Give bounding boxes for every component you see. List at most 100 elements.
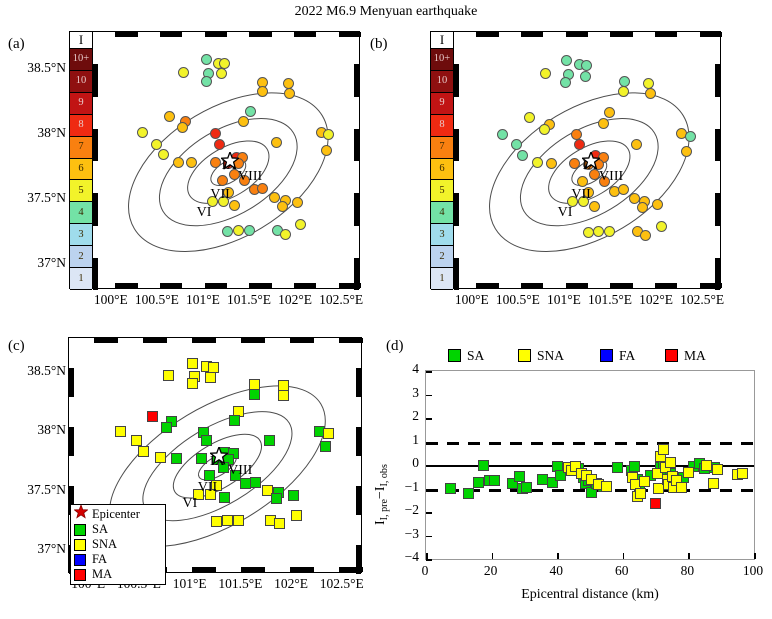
site-marker-circle [244, 105, 256, 117]
lon-tick-3: 101.5°E [588, 292, 633, 307]
frame-tick-bottom [476, 283, 499, 288]
frame-tick-top [115, 32, 138, 37]
d-legend-swatch-fa [600, 349, 613, 362]
site-marker-square [146, 411, 158, 423]
site-marker-square [218, 492, 230, 504]
frame-tick-bottom [191, 567, 216, 572]
colorbar-level-6: 6 [70, 158, 92, 181]
site-marker-circle [279, 228, 291, 240]
site-marker-circle [588, 201, 600, 213]
colorbar-level-3: 3 [70, 224, 92, 247]
site-marker-circle [588, 168, 600, 180]
site-marker-circle [603, 225, 615, 237]
ytick-mark-4 [426, 371, 432, 373]
scatter-point-sna [707, 478, 719, 490]
scatter-point-sna [638, 475, 650, 487]
site-marker-circle [545, 158, 557, 170]
site-marker-square [250, 476, 262, 488]
xtick-label-40: 40 [549, 563, 563, 578]
site-marker-circle [284, 87, 296, 99]
site-marker-circle [651, 198, 663, 210]
frame-tick-bottom [338, 283, 361, 288]
site-marker-circle [209, 156, 221, 168]
lon-tick-4: 102°E [639, 292, 674, 307]
lon-tick-3: 101.5°E [227, 292, 272, 307]
site-marker-circle [603, 107, 615, 119]
frame-tick-bottom [565, 283, 588, 288]
ytick-label-4: 4 [412, 361, 419, 376]
colorbar-level-9: 9 [431, 92, 453, 115]
legend-label-ma: MA [92, 567, 113, 581]
frame-tick-bottom [115, 283, 138, 288]
frame-tick-right [356, 426, 361, 456]
scatter-point-sna [658, 444, 670, 456]
frame-tick-top [476, 32, 499, 37]
frame-tick-left [454, 257, 459, 290]
legend-label-sa: SA [92, 522, 108, 536]
site-marker-circle [645, 87, 657, 99]
frame-tick-top [610, 32, 633, 37]
site-marker-circle [215, 68, 227, 80]
site-marker-circle [218, 57, 230, 69]
scatter-point-sna [676, 481, 688, 493]
site-marker-square [115, 425, 127, 437]
scatter-point-sna [600, 480, 612, 492]
scatter-point-sa [463, 487, 475, 499]
site-marker-circle [496, 129, 508, 141]
d-legend-label-sa: SA [467, 348, 485, 363]
lon-tick-5: 102.5°E [680, 292, 725, 307]
scatter-point-sna [700, 459, 712, 471]
ytick-mark-1 [426, 441, 432, 444]
panel-b-tag: (b) [370, 36, 388, 52]
scatter-point-sna [635, 487, 647, 499]
site-marker-circle [568, 158, 580, 170]
legend-row-ma: MA [74, 567, 161, 582]
colorbar-level-10: 10 [70, 70, 92, 93]
colorbar-header: I [431, 32, 453, 49]
epicenter-star [580, 150, 602, 175]
scatter-point-sa [513, 471, 525, 483]
xtick-mark-100 [754, 553, 756, 559]
intensity-colorbar: I 10+ 10 9 8 7 6 5 4 3 2 1 [430, 31, 454, 290]
site-marker-circle [598, 151, 610, 163]
site-marker-square [138, 445, 150, 457]
frame-tick-right [354, 64, 359, 97]
lat-tick-1: 38°N [37, 124, 66, 140]
d-legend-label-ma: MA [684, 348, 706, 363]
scatter-point-sna [682, 466, 694, 478]
colorbar-header: I [70, 32, 92, 49]
intensity-colorbar: I 10+ 10 9 8 7 6 5 4 3 2 1 [69, 31, 93, 290]
frame-tick-right [715, 257, 720, 290]
map-plot-area-b: IXVIIIVIIVI [459, 37, 715, 283]
site-marker-square [187, 357, 199, 369]
site-marker-circle [177, 121, 189, 133]
xtick-label-0: 0 [421, 563, 429, 578]
ytick-mark--1 [426, 488, 432, 491]
site-marker-square [205, 488, 217, 500]
site-marker-circle [510, 138, 522, 150]
site-marker-square [210, 515, 222, 527]
site-marker-circle [214, 138, 226, 150]
colorbar-level-10: 10 [431, 70, 453, 93]
legend-row-fa: FA [74, 552, 161, 567]
site-marker-square [154, 451, 166, 463]
site-marker-circle [598, 117, 610, 129]
site-marker-square [264, 435, 276, 447]
contour-label-VII: VII [197, 479, 218, 495]
lat-tick-0: 38.5°N [27, 362, 66, 378]
colorbar-level-9: 9 [70, 92, 92, 115]
frame-tick-top [289, 338, 314, 343]
frame-tick-right [354, 128, 359, 161]
lat-tick-0: 38.5°N [27, 59, 66, 75]
site-marker-circle [576, 176, 588, 188]
epicenter-star [219, 150, 241, 175]
lon-tick-3: 101.5°E [218, 576, 263, 591]
panel-d-plot-area [425, 370, 756, 561]
site-marker-circle [321, 145, 332, 157]
colorbar-level-2: 2 [431, 246, 453, 269]
site-marker-circle [579, 70, 591, 82]
legend-swatch-sa [74, 523, 86, 536]
frame-tick-left [69, 367, 74, 397]
site-marker-square [131, 435, 143, 447]
site-marker-circle [322, 129, 334, 141]
